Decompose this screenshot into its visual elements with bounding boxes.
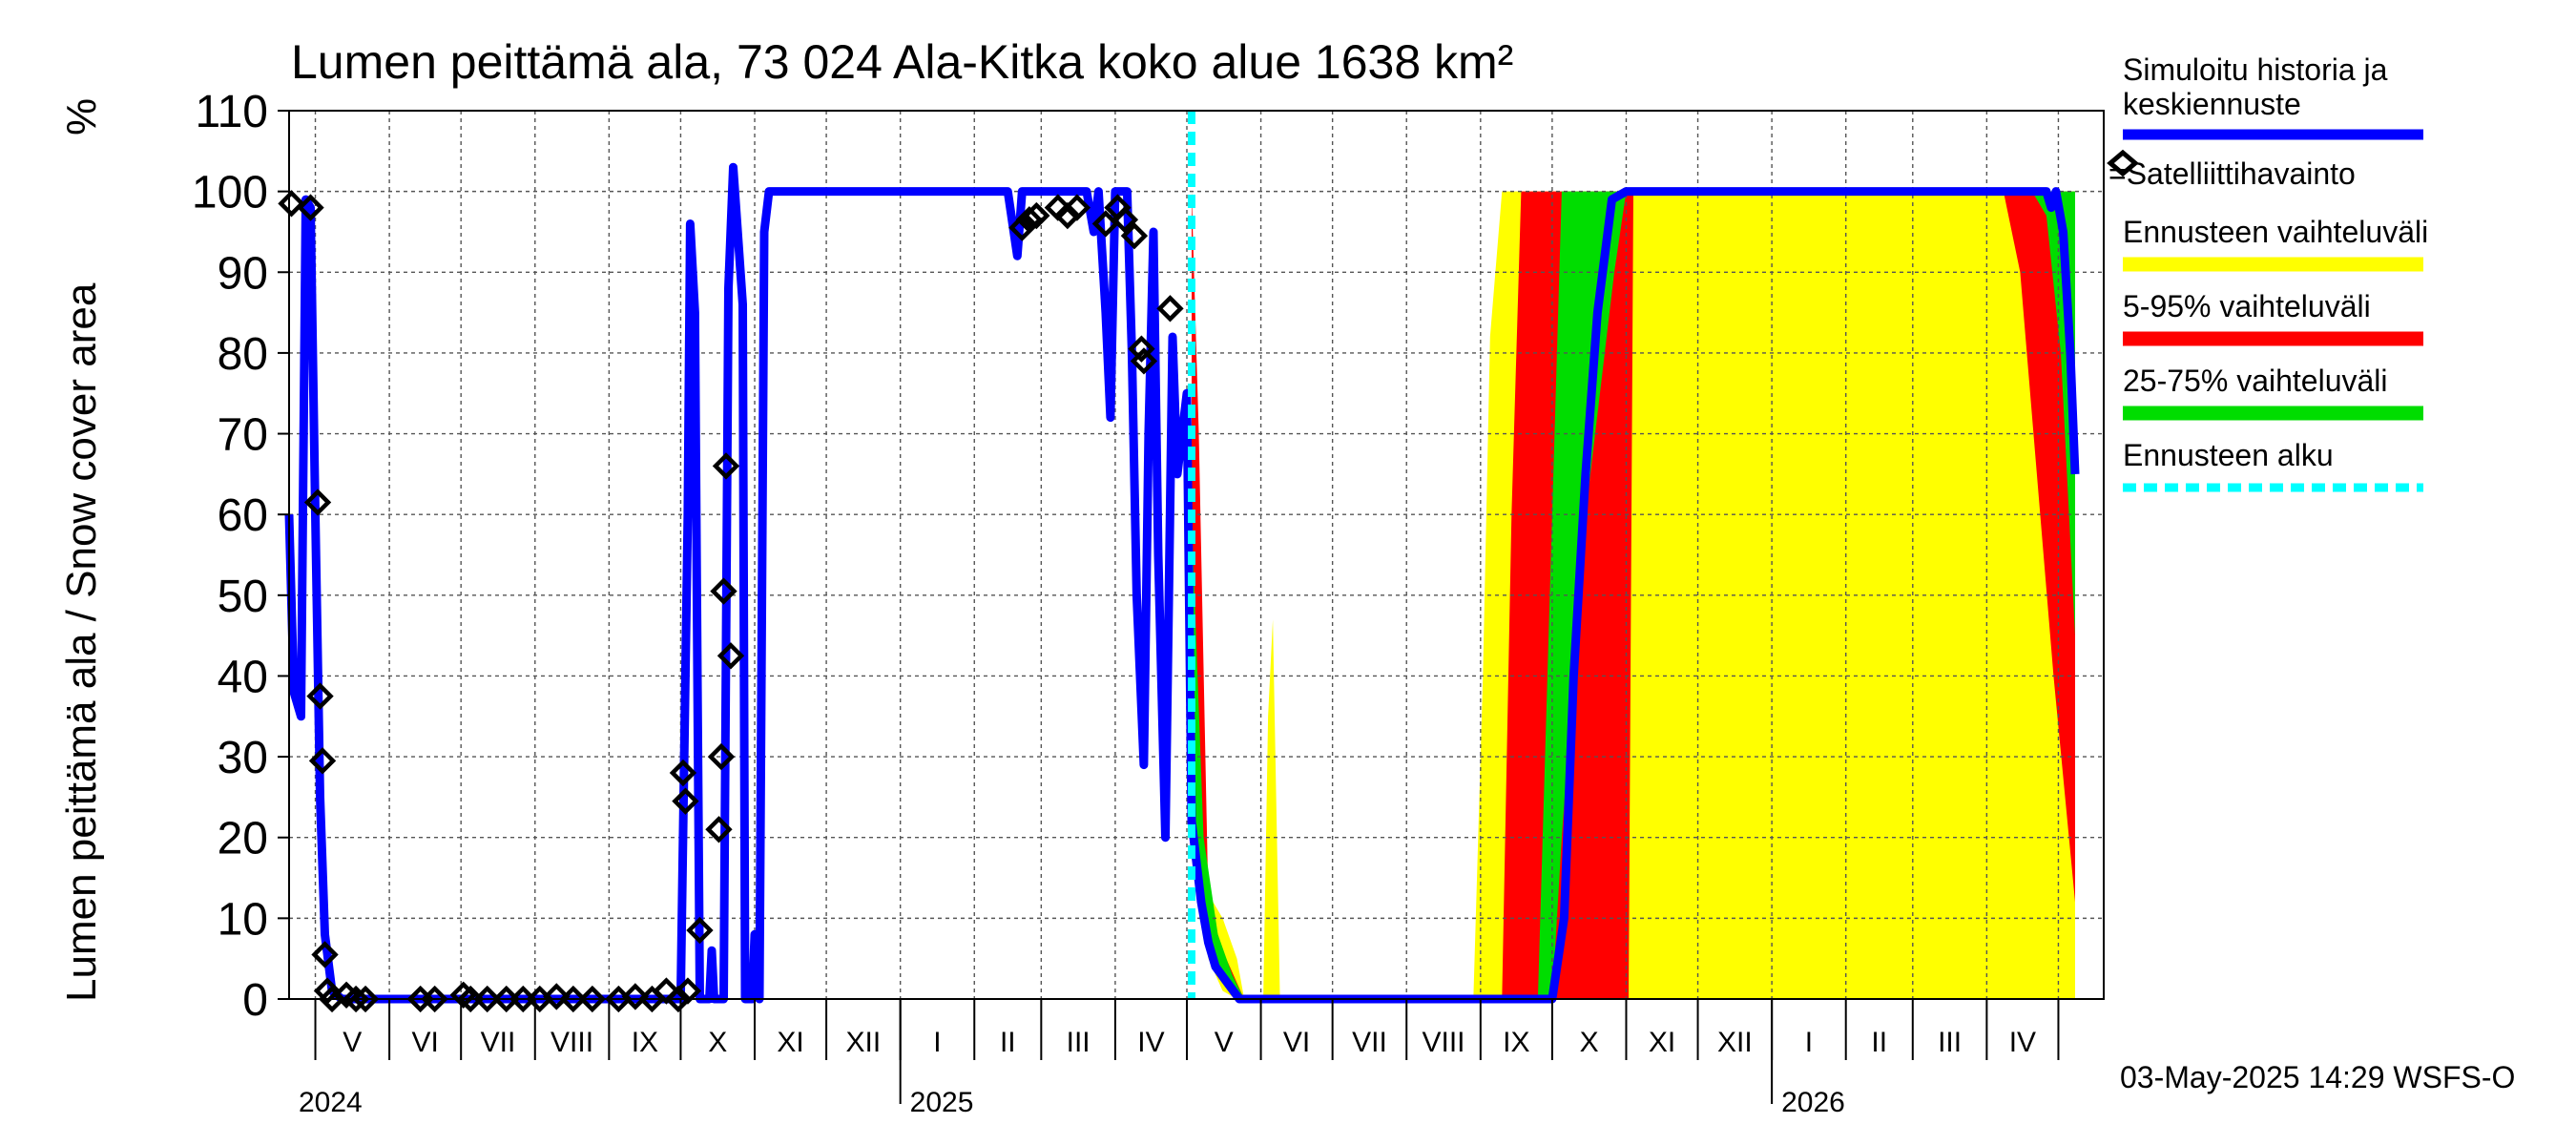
legend-forecast-start-label: Ennusteen alku bbox=[2123, 438, 2334, 472]
month-label: IX bbox=[1503, 1027, 1529, 1058]
y-tick-label: 50 bbox=[218, 572, 268, 622]
month-label: XI bbox=[777, 1027, 803, 1058]
satellite-point bbox=[1008, 214, 1036, 241]
y-tick-label: 0 bbox=[242, 975, 268, 1026]
month-label: V bbox=[343, 1027, 362, 1058]
year-label: 2025 bbox=[910, 1087, 974, 1118]
month-label: V bbox=[1215, 1027, 1234, 1058]
month-label: X bbox=[1580, 1027, 1599, 1058]
satellite-point bbox=[306, 682, 334, 710]
y-tick-label: 40 bbox=[218, 652, 268, 702]
month-label: IX bbox=[632, 1027, 658, 1058]
satellite-point bbox=[669, 759, 697, 787]
year-label: 2024 bbox=[299, 1087, 363, 1118]
satellite-point bbox=[707, 742, 736, 771]
satellite-point bbox=[278, 190, 305, 218]
satellite-point bbox=[672, 787, 699, 815]
legend-series-label: Simuloitu historia ja keskiennuste bbox=[2123, 52, 2388, 121]
satellite-point bbox=[653, 977, 680, 1005]
month-label: III bbox=[1067, 1027, 1091, 1058]
y-tick-label: 30 bbox=[218, 733, 268, 783]
satellite-point bbox=[351, 985, 380, 1013]
y-tick-label: 60 bbox=[218, 490, 268, 541]
satellite-point bbox=[1128, 335, 1155, 363]
y-tick-label: 20 bbox=[218, 814, 268, 864]
satellite-point bbox=[543, 983, 571, 1010]
legend-satellite-marker bbox=[2107, 149, 2139, 177]
satellite-point bbox=[674, 977, 702, 1005]
satellite-point bbox=[1130, 347, 1158, 375]
y-tick-label: 80 bbox=[218, 329, 268, 380]
y-tick-label: 100 bbox=[192, 168, 268, 219]
satellite-observations bbox=[278, 190, 1184, 1013]
y-axis-label: Lumen peittämä ala / Snow cover area bbox=[58, 282, 105, 1002]
satellite-point bbox=[473, 985, 501, 1013]
month-label: II bbox=[1000, 1027, 1016, 1058]
satellite-point bbox=[1156, 295, 1184, 323]
legend-band-red-label: 5-95% vaihteluväli bbox=[2123, 289, 2371, 323]
series-line-1 bbox=[284, 162, 2080, 1004]
month-label: XI bbox=[1649, 1027, 1675, 1058]
legend-band-yellow-label: Ennusteen vaihteluväli bbox=[2123, 215, 2428, 249]
month-label: III bbox=[1938, 1027, 1962, 1058]
month-label: IV bbox=[2009, 1027, 2036, 1058]
legend: Simuloitu historia ja keskiennuste =Satel… bbox=[2107, 52, 2428, 492]
satellite-point bbox=[1111, 206, 1139, 234]
y-axis-unit: % bbox=[58, 98, 105, 135]
satellite-point bbox=[686, 916, 714, 945]
satellite-point bbox=[342, 985, 370, 1013]
legend-band-green-label: 25-75% vaihteluväli bbox=[2123, 364, 2388, 398]
satellite-point bbox=[705, 816, 733, 843]
y-tick-label: 70 bbox=[218, 410, 268, 461]
satellite-point bbox=[308, 747, 337, 775]
month-label: IV bbox=[1137, 1027, 1164, 1058]
month-label: VIII bbox=[551, 1027, 593, 1058]
y-tick-label: 110 bbox=[195, 87, 268, 137]
satellite-point bbox=[1120, 222, 1149, 250]
y-tick-label: 10 bbox=[218, 894, 268, 945]
chart-title: Lumen peittämä ala, 73 024 Ala-Kitka kok… bbox=[291, 35, 1513, 89]
month-label: II bbox=[1871, 1027, 1887, 1058]
plot-frame bbox=[288, 110, 2105, 1000]
satellite-point bbox=[664, 985, 693, 1013]
month-label: XII bbox=[1717, 1027, 1753, 1058]
satellite-point bbox=[1015, 206, 1044, 234]
grid bbox=[289, 111, 2104, 999]
satellite-point bbox=[313, 977, 342, 1005]
satellite-point bbox=[297, 194, 324, 221]
satellite-point bbox=[621, 983, 650, 1010]
satellite-point bbox=[559, 985, 587, 1013]
year-label: 2026 bbox=[1781, 1087, 1845, 1118]
month-label: I bbox=[1805, 1027, 1813, 1058]
satellite-point bbox=[710, 577, 737, 605]
month-label: VII bbox=[481, 1027, 516, 1058]
month-label: VII bbox=[1352, 1027, 1387, 1058]
satellite-point bbox=[311, 941, 339, 968]
month-label: XII bbox=[846, 1027, 882, 1058]
footer-timestamp: 03-May-2025 14:29 WSFS-O bbox=[2120, 1060, 2515, 1094]
month-label: X bbox=[708, 1027, 727, 1058]
month-label: VI bbox=[1283, 1027, 1310, 1058]
satellite-point bbox=[303, 489, 332, 516]
satellite-point bbox=[712, 452, 740, 480]
satellite-point bbox=[717, 642, 745, 670]
y-tick-label: 90 bbox=[218, 248, 268, 299]
series-layer bbox=[284, 111, 2080, 1004]
legend-satellite-label: =Satelliittihavainto bbox=[2109, 156, 2356, 191]
satellite-point bbox=[1053, 201, 1082, 230]
satellite-point bbox=[1023, 201, 1050, 230]
month-label: I bbox=[933, 1027, 941, 1058]
satellite-point bbox=[1063, 194, 1091, 221]
month-label: VIII bbox=[1423, 1027, 1465, 1058]
satellite-point bbox=[421, 985, 448, 1013]
satellite-point bbox=[578, 985, 607, 1013]
month-label: VI bbox=[411, 1027, 438, 1058]
